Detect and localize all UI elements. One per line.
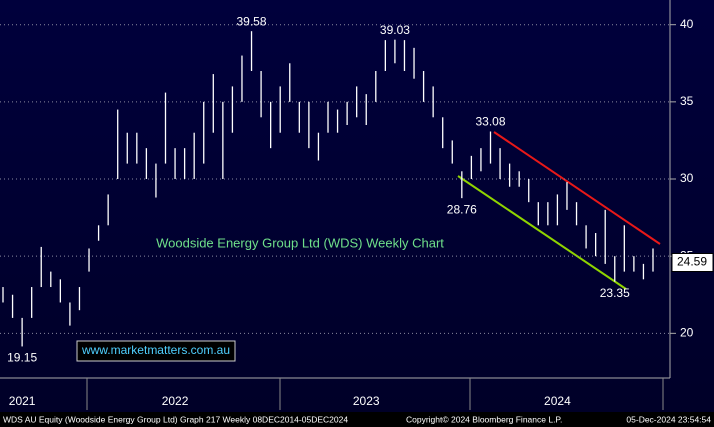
year-separators bbox=[86, 378, 664, 410]
x-tick-label: 2022 bbox=[162, 394, 189, 408]
footer-right: 05-Dec-2024 23:54:54 bbox=[626, 414, 711, 424]
price-annotation: 39.58 bbox=[237, 14, 267, 28]
price-annotation: 23.35 bbox=[600, 286, 630, 300]
price-annotation: 39.03 bbox=[380, 23, 410, 37]
resistance-trendline bbox=[493, 131, 661, 245]
price-annotation: 33.08 bbox=[475, 115, 505, 129]
support-trendline bbox=[457, 175, 627, 290]
last-price-tag bbox=[671, 253, 714, 272]
website-box bbox=[76, 340, 236, 362]
y-tick-label: 40 bbox=[680, 17, 694, 31]
website: www.marketmatters.com.au bbox=[81, 343, 230, 357]
price-annotation: 28.76 bbox=[447, 202, 477, 216]
x-tick-label: 2024 bbox=[544, 394, 571, 408]
price-annotation: 19.15 bbox=[7, 351, 37, 365]
footer-bar bbox=[0, 412, 714, 427]
y-tick-label: 30 bbox=[680, 171, 694, 185]
chart-title: Woodside Energy Group Ltd (WDS) Weekly C… bbox=[156, 235, 444, 250]
x-tick-label: 2021 bbox=[9, 394, 36, 408]
x-tick-label: 2023 bbox=[353, 394, 380, 408]
footer-left: WDS AU Equity (Woodside Energy Group Ltd… bbox=[3, 414, 348, 424]
y-tick-label: 35 bbox=[680, 94, 694, 108]
last-price-label: 24.59 bbox=[677, 255, 707, 269]
y-tick-label: 20 bbox=[680, 326, 694, 340]
footer-center: Copyright© 2024 Bloomberg Finance L.P. bbox=[406, 414, 562, 424]
